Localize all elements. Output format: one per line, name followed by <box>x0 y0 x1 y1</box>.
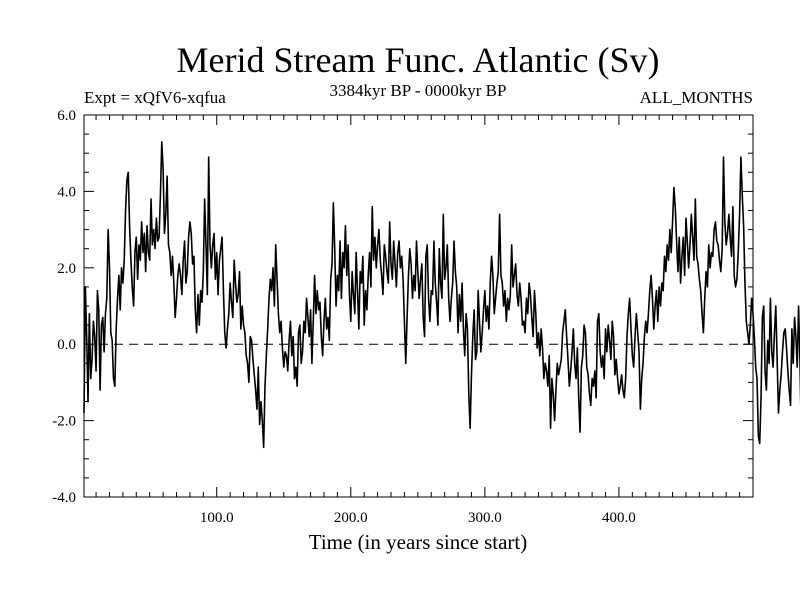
chart-subtitle-left: Expt = xQfV6-xqfua <box>84 88 226 107</box>
x-tick-label: 200.0 <box>334 510 368 526</box>
y-tick-label: -2.0 <box>52 414 76 430</box>
chart-subtitle-right: ALL_MONTHS <box>640 88 753 107</box>
y-tick-label: 2.0 <box>57 261 76 277</box>
amoc-series-line <box>83 140 800 449</box>
x-axis-label: Time (in years since start) <box>309 530 528 554</box>
axis-tick-labels: 100.0 200.0 300.0 400.0 -4.0 -2.0 0.0 2.0 4.0 6.0 <box>52 108 636 526</box>
chart-title: Merid Stream Func. Atlantic (Sv) <box>177 40 660 80</box>
x-tick-label: 100.0 <box>200 510 234 526</box>
x-tick-label: 300.0 <box>468 510 502 526</box>
y-tick-label: -4.0 <box>52 490 76 506</box>
y-tick-label: 0.0 <box>57 337 76 353</box>
y-tick-label: 6.0 <box>57 108 76 124</box>
x-tick-label: 400.0 <box>602 510 636 526</box>
chart-subtitle-center: 3384kyr BP - 0000kyr BP <box>330 81 507 100</box>
y-tick-label: 4.0 <box>57 184 76 200</box>
